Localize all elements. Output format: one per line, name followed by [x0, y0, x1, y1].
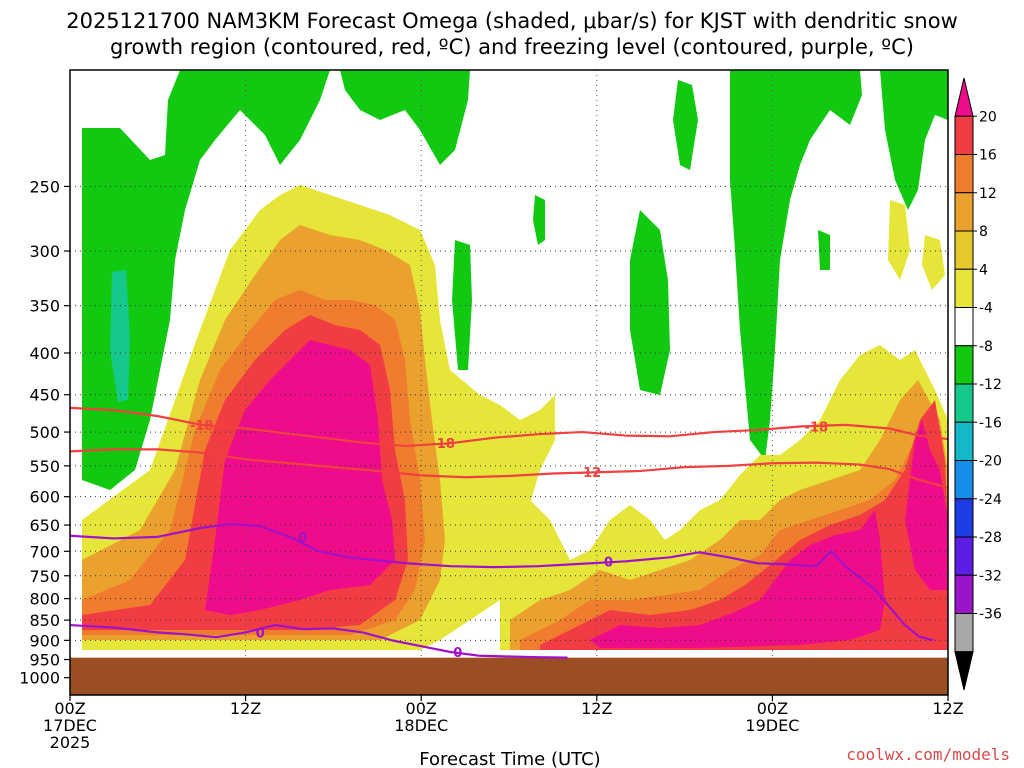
plot-frame	[69, 69, 949, 696]
contour-label: -12	[578, 466, 602, 481]
omega-region-rising-weak-4	[922, 235, 945, 290]
x-tick-label: 19DEC	[745, 716, 799, 735]
chart-title-line2: growth region (contoured, red, ºC) and f…	[110, 35, 914, 59]
colorbar-cell	[954, 268, 974, 308]
colorbar-label: 20	[979, 109, 997, 125]
omega-region-sinking-6	[673, 80, 698, 170]
chart-title-line1: 2025121700 NAM3KM Forecast Omega (shaded…	[66, 9, 958, 33]
y-tick-label: 900	[29, 631, 60, 650]
x-tick-label: 00Z	[54, 699, 85, 718]
omega-region-sinking-5	[630, 210, 670, 395]
terrain-ground	[70, 657, 948, 695]
y-tick-label: 450	[29, 386, 60, 405]
y-tick-label: 300	[29, 242, 60, 261]
contour-label: 0	[298, 531, 307, 546]
colorbar-cell	[954, 421, 974, 461]
colorbar-label: -4	[979, 301, 993, 317]
colorbar-label: -16	[979, 415, 1002, 431]
x-tick-label: 17DEC	[43, 716, 97, 735]
y-tick-label: 950	[29, 651, 60, 670]
x-tick-label: 12Z	[932, 699, 963, 718]
omega-region-sinking-4	[880, 70, 948, 210]
colorbar-label: -20	[979, 454, 1002, 470]
omega-region-sinking-3	[730, 70, 862, 460]
y-tick-label: 650	[29, 516, 60, 535]
colorbar-label: -8	[979, 339, 993, 355]
y-tick-label: 750	[29, 567, 60, 586]
x-tick-label: 12Z	[230, 699, 261, 718]
y-tick-label: 350	[29, 297, 60, 316]
y-tick-label: 800	[29, 590, 60, 609]
colorbar-label: -36	[979, 607, 1002, 623]
y-tick-label: 700	[29, 542, 60, 561]
colorbar-label: 16	[979, 148, 997, 164]
omega-region-rising-weak-3	[888, 200, 910, 280]
y-tick-label: 400	[29, 344, 60, 363]
y-axis-pressure: 2503003504004505005506006507007508008509…	[19, 177, 70, 688]
y-tick-label: 850	[29, 611, 60, 630]
colorbar-label: -12	[979, 377, 1002, 393]
colorbar-cell	[954, 115, 974, 155]
colorbar-cell	[954, 77, 974, 117]
y-tick-label: 500	[29, 423, 60, 442]
omega-shading	[82, 70, 948, 650]
colorbar-label: 12	[979, 186, 997, 202]
omega-region-sinking-7	[452, 240, 472, 370]
colorbar-cell	[954, 192, 974, 232]
omega-region-sinking-8	[533, 195, 545, 245]
x-axis-title: Forecast Time (UTC)	[419, 749, 600, 768]
colorbar-cell	[954, 307, 974, 347]
colorbar-cell	[954, 383, 974, 423]
colorbar-cell	[954, 460, 974, 500]
omega-region-rising-extreme-1	[205, 340, 395, 615]
contour-freezing-level-low	[70, 623, 568, 659]
chart-grid	[70, 70, 948, 695]
x-tick-label: 12Z	[581, 699, 612, 718]
contour-label: -18	[431, 437, 455, 452]
y-tick-label: 250	[29, 177, 60, 196]
contour-lines: -18 -18 -18 -12 0 0 0 0	[70, 406, 948, 661]
omega-region-sinking-9	[818, 230, 830, 270]
omega-colorbar: 20 16 12 8 4 -4 -8 -12 -16 -20 -24 -28 -32 -36	[954, 77, 1002, 691]
colorbar-cell	[954, 345, 974, 385]
colorbar-label: -28	[979, 530, 1002, 546]
y-tick-label: 550	[29, 457, 60, 476]
colorbar-label: 8	[979, 224, 988, 240]
contour-label: 0	[256, 626, 265, 641]
omega-region-sinking-2	[340, 70, 470, 165]
contour-dgz-upper	[70, 406, 948, 448]
source-credit: coolwx.com/models	[846, 745, 1010, 764]
colorbar-cell	[954, 574, 974, 614]
colorbar-label: -24	[979, 492, 1002, 508]
colorbar-cell	[954, 613, 974, 653]
y-tick-label: 600	[29, 488, 60, 507]
contour-freezing-level	[70, 522, 934, 642]
colorbar-label: 4	[979, 262, 988, 278]
colorbar-cell	[954, 230, 974, 270]
omega-region-rising-extreme-3	[905, 420, 948, 590]
contour-label: 0	[453, 646, 462, 661]
contour-label: 0	[604, 555, 613, 570]
colorbar-cell	[954, 154, 974, 194]
omega-region-sinking-moderate	[110, 270, 130, 402]
y-tick-label: 1000	[19, 669, 60, 688]
colorbar-cell	[954, 536, 974, 576]
x-tick-label: 00Z	[406, 699, 437, 718]
omega-region-rising-extreme-2	[590, 510, 885, 648]
contour-dgz-lower	[70, 448, 948, 489]
colorbar-cell	[954, 651, 974, 691]
x-tick-label: 18DEC	[394, 716, 448, 735]
colorbar-cell	[954, 498, 974, 538]
contour-label: -18	[190, 419, 214, 434]
contour-label: -18	[805, 420, 829, 435]
x-tick-label: 00Z	[757, 699, 788, 718]
omega-region-sinking-1	[82, 70, 330, 490]
colorbar-label: -32	[979, 568, 1002, 584]
x-tick-label: 2025	[50, 733, 91, 752]
